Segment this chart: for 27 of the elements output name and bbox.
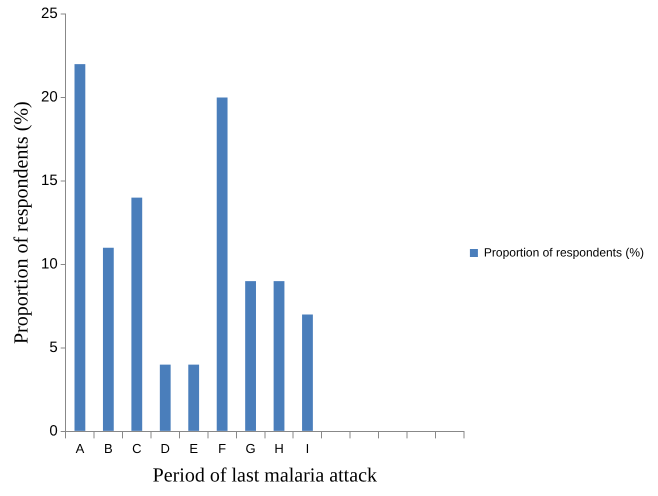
y-tick-label: 10	[40, 256, 58, 273]
x-tick-label: B	[104, 440, 113, 456]
bar	[188, 364, 200, 431]
y-tick-label: 15	[40, 172, 58, 190]
x-tick-label: C	[132, 440, 142, 456]
x-tick-label: F	[218, 440, 226, 456]
y-tick-label: 25	[40, 5, 58, 22]
y-tick-label: 0	[49, 422, 58, 440]
y-axis-title: Proportion of respondents (%)	[10, 101, 32, 344]
y-tick-label: 20	[40, 88, 58, 106]
y-tick-label: 5	[49, 339, 58, 356]
bar	[74, 64, 86, 431]
bar	[302, 314, 313, 431]
x-tick-label: H	[274, 440, 284, 456]
bar	[102, 248, 114, 431]
bar	[274, 281, 284, 431]
bar	[160, 364, 171, 431]
bar	[131, 198, 142, 431]
x-axis-title: Period of last malaria attack	[152, 464, 377, 486]
x-tick-label: I	[306, 440, 310, 456]
bar	[216, 97, 228, 431]
x-tick-label: A	[76, 440, 85, 456]
x-tick-label: G	[246, 440, 256, 456]
x-tick-label: E	[189, 440, 198, 456]
x-tick-label: D	[160, 440, 170, 456]
legend-label: Proportion of respondents (%)	[484, 245, 644, 260]
bar	[245, 281, 256, 431]
